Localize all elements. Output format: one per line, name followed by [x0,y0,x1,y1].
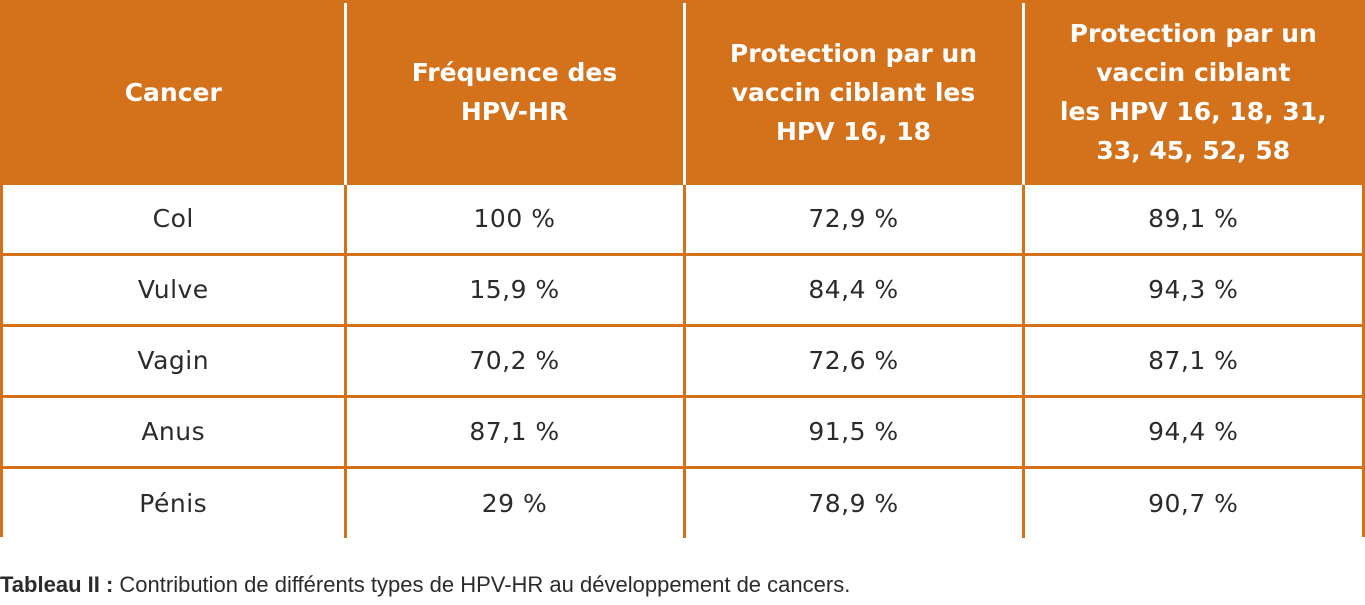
cell-cancer: Vulve [3,252,345,325]
cell-protection-9v: 90,7 % [1021,465,1362,538]
cell-frequency: 29 % [343,465,684,538]
cell-frequency: 15,9 % [343,252,684,325]
cell-protection-9v: 94,4 % [1021,394,1362,467]
cell-cancer: Col [3,181,345,254]
cell-protection-9v: 89,1 % [1021,181,1362,254]
cell-frequency: 100 % [343,181,684,254]
cell-cancer: Vagin [3,323,345,396]
header-hpv-hr-frequency: Fréquence des HPV-HR [343,3,684,183]
table-row: Col 100 % 72,9 % 89,1 % [3,181,1362,254]
cell-protection-9v: 87,1 % [1021,323,1362,396]
caption-label: Tableau II : [0,572,114,597]
cell-cancer: Pénis [3,465,345,538]
caption-text: Contribution de différents types de HPV-… [113,572,851,597]
table-row: Vagin 70,2 % 72,6 % 87,1 % [3,323,1362,396]
header-cancer: Cancer [3,3,345,183]
cell-protection-9v: 94,3 % [1021,252,1362,325]
cell-protection-2v: 78,9 % [682,465,1023,538]
table-header-row: Cancer Fréquence des HPV-HR Protection p… [3,3,1362,183]
cell-protection-2v: 91,5 % [682,394,1023,467]
cell-cancer: Anus [3,394,345,467]
table-row: Pénis 29 % 78,9 % 90,7 % [3,465,1362,538]
table-row: Vulve 15,9 % 84,4 % 94,3 % [3,252,1362,325]
table-row: Anus 87,1 % 91,5 % 94,4 % [3,394,1362,467]
header-protection-2-valent: Protection par un vaccin ciblant les HPV… [682,3,1023,183]
table-caption: Tableau II : Contribution de différents … [0,572,850,598]
cell-frequency: 70,2 % [343,323,684,396]
hpv-table: Cancer Fréquence des HPV-HR Protection p… [3,3,1362,538]
cell-protection-2v: 72,6 % [682,323,1023,396]
cell-protection-2v: 84,4 % [682,252,1023,325]
hpv-table-container: Cancer Fréquence des HPV-HR Protection p… [0,0,1365,538]
cell-protection-2v: 72,9 % [682,181,1023,254]
header-protection-9-valent: Protection par un vaccin ciblant les HPV… [1021,3,1362,183]
cell-frequency: 87,1 % [343,394,684,467]
